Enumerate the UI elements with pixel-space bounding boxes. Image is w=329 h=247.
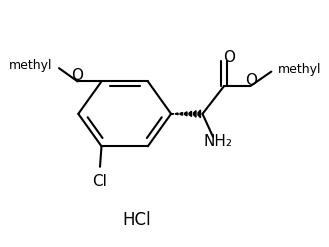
Polygon shape	[193, 111, 196, 117]
Text: O: O	[71, 68, 83, 83]
Text: O: O	[223, 50, 236, 65]
Text: NH₂: NH₂	[204, 134, 233, 149]
Text: Cl: Cl	[92, 174, 108, 189]
Polygon shape	[180, 112, 183, 115]
Text: HCl: HCl	[122, 211, 151, 229]
Text: methyl: methyl	[9, 59, 52, 72]
Polygon shape	[198, 110, 200, 118]
Text: O: O	[245, 73, 257, 88]
Polygon shape	[185, 112, 187, 116]
Polygon shape	[189, 111, 191, 117]
Polygon shape	[176, 113, 178, 115]
Text: methyl: methyl	[278, 63, 321, 76]
